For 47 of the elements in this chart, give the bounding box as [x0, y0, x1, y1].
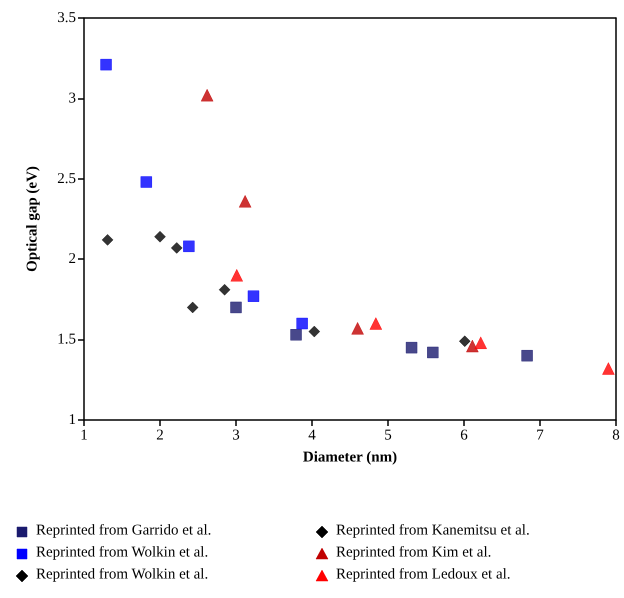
- point: [200, 88, 214, 102]
- y-tick-label: 3: [68, 90, 76, 106]
- y-tick-label: 1: [68, 412, 76, 428]
- point: [296, 318, 308, 330]
- point: [102, 234, 114, 246]
- y-tick-label: 1.5: [57, 332, 76, 348]
- x-tick-label: 3: [232, 428, 240, 444]
- point: [186, 302, 198, 314]
- point: [406, 342, 418, 354]
- y-tick-label: 2.5: [57, 170, 76, 187]
- point: [230, 302, 242, 314]
- legend-label: Reprinted from Kanemitsu et al.: [336, 522, 530, 538]
- point: [218, 284, 230, 296]
- point: [308, 326, 320, 338]
- legend-label: Reprinted from Garrido et al.: [36, 522, 212, 538]
- x-axis-title: Diameter (nm): [302, 450, 398, 466]
- legend-label: Reprinted from Kim et al.: [336, 544, 492, 560]
- point: [351, 322, 364, 335]
- point: [154, 230, 166, 242]
- point: [140, 176, 152, 188]
- point: [290, 329, 302, 341]
- legend-label: Reprinted from Ledoux et al.: [336, 566, 511, 582]
- point: [370, 317, 382, 330]
- y-axis-title: Optical gap (eV): [24, 166, 40, 272]
- legend-label: Reprinted from Wolkin et al.: [36, 544, 208, 560]
- x-tick-label: 5: [384, 428, 392, 444]
- x-tick-label: 4: [308, 428, 316, 444]
- point: [238, 195, 252, 208]
- x-tick-label: 2: [156, 428, 164, 444]
- point: [100, 58, 112, 70]
- x-tick-label: 6: [460, 428, 468, 444]
- point: [459, 335, 471, 347]
- point: [170, 242, 182, 254]
- y-tick-label: 2: [68, 251, 76, 268]
- point: [230, 269, 244, 282]
- x-tick-label: 1: [80, 428, 88, 444]
- point: [248, 290, 260, 302]
- x-tick-label: 7: [536, 428, 544, 444]
- point: [521, 350, 533, 362]
- y-tick-label: 3.5: [57, 10, 76, 26]
- point: [427, 346, 439, 358]
- legend-label: Reprinted from Wolkin et al.: [36, 566, 208, 582]
- point: [183, 240, 195, 252]
- point: [602, 362, 615, 375]
- point: [474, 336, 487, 350]
- x-tick-label: 8: [612, 428, 620, 444]
- point: [466, 340, 479, 352]
